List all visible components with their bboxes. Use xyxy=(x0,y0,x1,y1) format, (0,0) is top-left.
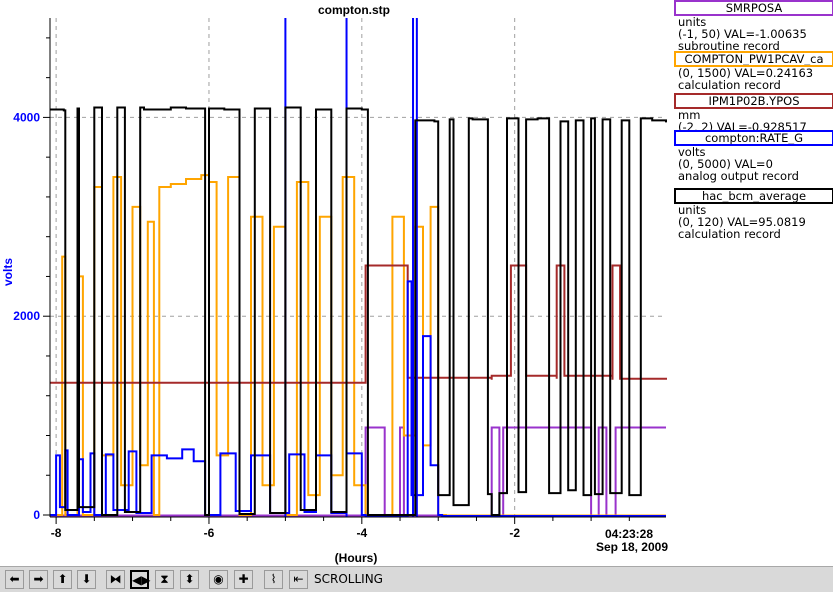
legend-units: volts xyxy=(678,145,706,159)
x-tick-label-0: -8 xyxy=(51,526,62,540)
series-line-compton-pw1pcav-ca xyxy=(50,174,666,517)
y-tick-label-0: 0 xyxy=(33,508,40,522)
scroll-left-icon: ⬅ xyxy=(9,572,20,586)
scroll-right-button[interactable]: ➡ xyxy=(29,570,48,589)
legend-pv-name[interactable]: SMRPOSA xyxy=(674,0,833,16)
legend-record-type: calculation record xyxy=(678,227,781,241)
zoom-in-vertical-button[interactable]: ⧗ xyxy=(155,570,174,589)
legend-pv-name[interactable]: IPM1P02B.YPOS xyxy=(674,93,833,109)
legend-units: mm xyxy=(678,108,701,122)
series-line-hac-bcm-average xyxy=(50,106,667,516)
add-button[interactable]: ✚ xyxy=(234,570,253,589)
toggle-scrolling-icon: ⌇ xyxy=(270,572,277,586)
x-tick-label-1: -6 xyxy=(204,526,215,540)
legend-units: units xyxy=(678,203,707,217)
toggle-scrolling-button[interactable]: ⌇ xyxy=(264,570,283,589)
legend-record-type: subroutine record xyxy=(678,39,780,53)
chart-title: compton.stp xyxy=(318,3,390,17)
strip-chart[interactable]: compton.stp -8 -6 -4 -2 0 2000 4000 volts (Hou… xyxy=(0,0,833,566)
zoom-out-vertical-button[interactable]: ⬍ xyxy=(180,570,199,589)
x-tick-label-3: -2 xyxy=(509,526,520,540)
y-tick-label-1: 2000 xyxy=(13,309,40,323)
pan-to-now-button[interactable]: ⇤ xyxy=(289,570,308,589)
pan-to-now-icon: ⇤ xyxy=(293,572,304,586)
scroll-up-icon: ⬆ xyxy=(57,572,68,586)
zoom-out-vertical-icon: ⬍ xyxy=(184,572,195,586)
legend-pv-name[interactable]: hac_bcm_average xyxy=(674,188,833,204)
legend-range-value: (0, 120) VAL=95.0819 xyxy=(678,215,806,229)
series-line-compton-rate-g xyxy=(50,280,666,517)
scroll-down-button[interactable]: ⬇ xyxy=(77,570,96,589)
grid xyxy=(50,18,666,517)
scroll-left-button[interactable]: ⬅ xyxy=(5,570,24,589)
axes: -8 -6 -4 -2 0 2000 4000 xyxy=(13,18,666,540)
legend-record-type: calculation record xyxy=(678,78,781,92)
y-axis-label: volts xyxy=(1,258,15,286)
legend-record-type: analog output record xyxy=(678,169,799,183)
legend-range-value: (-1, 50) VAL=-1.00635 xyxy=(678,27,807,41)
scroll-up-button[interactable]: ⬆ xyxy=(53,570,72,589)
zoom-in-horizontal-button[interactable]: ⧓ xyxy=(106,570,125,589)
legend-range-value: (0, 5000) VAL=0 xyxy=(678,157,773,171)
zoom-in-horizontal-icon: ⧓ xyxy=(109,572,122,586)
x-axis-label: (Hours) xyxy=(335,551,378,565)
series-line-ipm1p02b-ypos xyxy=(50,264,667,384)
timestamp-time: 04:23:28 xyxy=(605,527,653,541)
scroll-right-icon: ➡ xyxy=(33,572,44,586)
y-tick-label-2: 4000 xyxy=(13,110,40,124)
scroll-down-icon: ⬇ xyxy=(81,572,92,586)
toolbar: ⬅ ➡ ⬆ ⬇ ⧓ ◀▶ ⧗ ⬍ ◉ ✚ ⌇ ⇤ SCROLLING xyxy=(0,566,833,592)
zoom-out-horizontal-icon: ◀▶ xyxy=(132,573,151,587)
scrolling-status: SCROLLING xyxy=(314,572,383,586)
series-layer xyxy=(50,18,667,517)
legend-pv-name[interactable]: COMPTON_PW1PCAV_ca xyxy=(674,51,833,67)
timestamp-date: Sep 18, 2009 xyxy=(596,540,668,554)
autoscale-button[interactable]: ◉ xyxy=(209,570,228,589)
legend-pv-name[interactable]: compton:RATE_G xyxy=(674,130,833,146)
legend-range-value: (0, 1500) VAL=0.24163 xyxy=(678,66,814,80)
legend-units: units xyxy=(678,15,707,29)
add-icon: ✚ xyxy=(238,572,249,586)
series-line-smrposa xyxy=(50,426,666,517)
zoom-in-vertical-icon: ⧗ xyxy=(160,572,169,586)
zoom-out-horizontal-button[interactable]: ◀▶ xyxy=(130,570,151,589)
autoscale-icon: ◉ xyxy=(213,572,224,586)
x-tick-label-2: -4 xyxy=(356,526,367,540)
